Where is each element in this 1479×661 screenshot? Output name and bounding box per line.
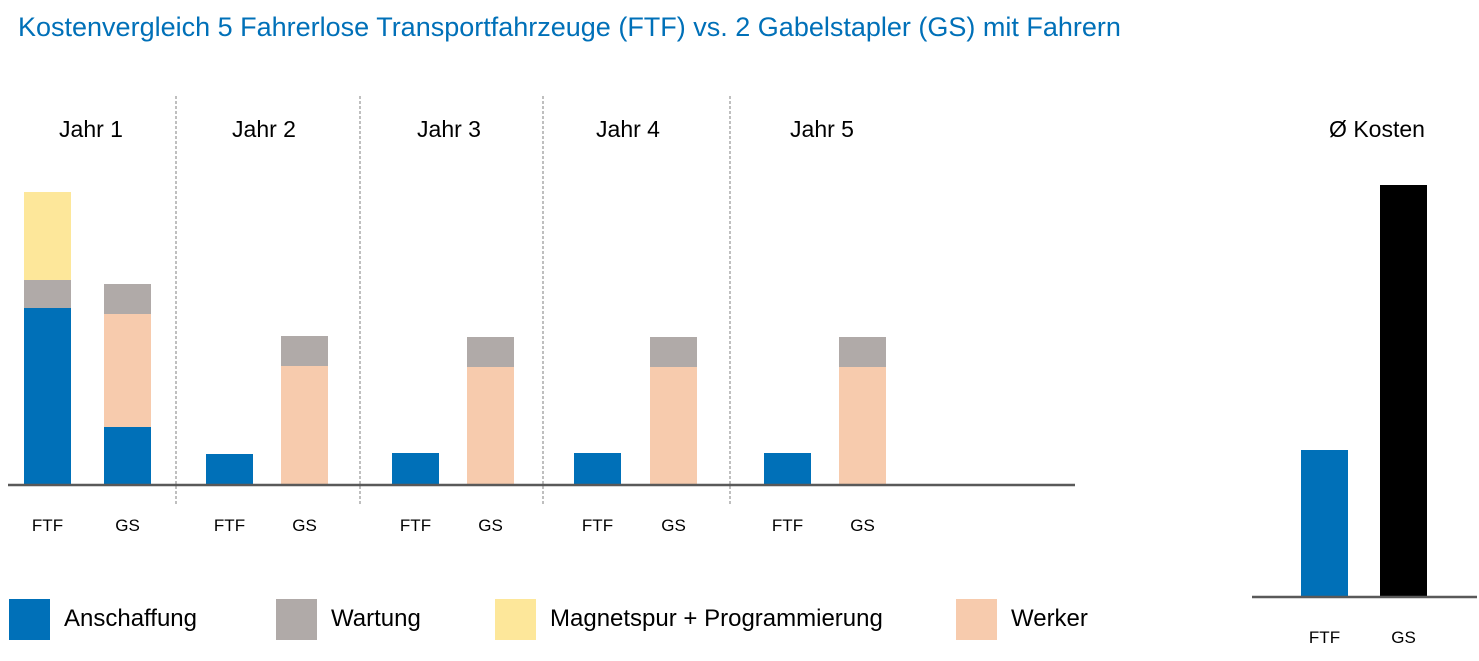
year-label-4: Jahr 4 xyxy=(596,116,660,142)
bar-werker-jahr4-gs xyxy=(650,367,697,484)
bar-werker-jahr1-gs xyxy=(104,314,151,427)
chart-legend: Anschaffung Wartung Magnetspur + Programmi… xyxy=(9,598,1129,640)
bar-wartung-jahr1-gs xyxy=(104,284,151,314)
year-label-2: Jahr 2 xyxy=(232,116,296,142)
bar-anschaffung-jahr5-ftf xyxy=(764,453,811,484)
bar-werker-jahr5-gs xyxy=(839,367,886,484)
x-tick-jahr3-gs: GS xyxy=(478,516,503,535)
legend-swatch-werker xyxy=(956,598,997,640)
bar-anschaffung-jahr4-ftf xyxy=(574,453,621,484)
legend-label-wartung: Wartung xyxy=(331,605,421,632)
legend-label-anschaffung: Anschaffung xyxy=(64,605,197,632)
legend-label-werker: Werker xyxy=(1011,605,1088,632)
avg-chart-title: Ø Kosten xyxy=(1329,116,1425,142)
legend-item-anschaffung: Anschaffung xyxy=(9,598,197,640)
bar-wartung-jahr4-gs xyxy=(650,337,697,367)
year-label-3: Jahr 3 xyxy=(417,116,481,142)
x-tick-jahr4-gs: GS xyxy=(661,516,686,535)
x-tick-jahr4-ftf: FTF xyxy=(582,516,613,535)
legend-swatch-anschaffung xyxy=(9,598,50,640)
x-tick-jahr3-ftf: FTF xyxy=(400,516,431,535)
bar-anschaffung-jahr1-gs xyxy=(104,427,151,484)
x-tick-jahr2-gs: GS xyxy=(292,516,317,535)
x-tick-jahr5-gs: GS xyxy=(850,516,875,535)
bar-werker-jahr2-gs xyxy=(281,366,328,484)
avg-bar-ftf xyxy=(1301,450,1348,596)
year-label-5: Jahr 5 xyxy=(790,116,854,142)
chart-title: Kostenvergleich 5 Fahrerlose Transportfa… xyxy=(18,12,1121,42)
bar-magnetspur-jahr1-ftf xyxy=(24,192,71,280)
bar-wartung-jahr3-gs xyxy=(467,337,514,367)
legend-item-magnetspur: Magnetspur + Programmierung xyxy=(495,598,883,640)
x-tick-jahr1-ftf: FTF xyxy=(32,516,63,535)
x-tick-jahr5-ftf: FTF xyxy=(772,516,803,535)
legend-swatch-wartung xyxy=(276,598,317,640)
bar-werker-jahr3-gs xyxy=(467,367,514,484)
bar-wartung-jahr2-gs xyxy=(281,336,328,366)
x-tick-jahr1-gs: GS xyxy=(115,516,140,535)
legend-swatch-magnetspur xyxy=(495,598,536,640)
avg-x-tick-ftf: FTF xyxy=(1309,628,1340,647)
year-label-1: Jahr 1 xyxy=(59,116,123,142)
avg-x-tick-gs: GS xyxy=(1391,628,1416,647)
bar-anschaffung-jahr1-ftf xyxy=(24,308,71,484)
legend-item-wartung: Wartung xyxy=(276,598,421,640)
avg-bar-gs xyxy=(1380,185,1427,596)
bar-anschaffung-jahr2-ftf xyxy=(206,454,253,484)
x-tick-jahr2-ftf: FTF xyxy=(214,516,245,535)
bar-anschaffung-jahr3-ftf xyxy=(392,453,439,484)
legend-item-werker: Werker xyxy=(956,598,1088,640)
legend-label-magnetspur: Magnetspur + Programmierung xyxy=(550,605,883,632)
bar-wartung-jahr1-ftf xyxy=(24,280,71,308)
bar-wartung-jahr5-gs xyxy=(839,337,886,367)
